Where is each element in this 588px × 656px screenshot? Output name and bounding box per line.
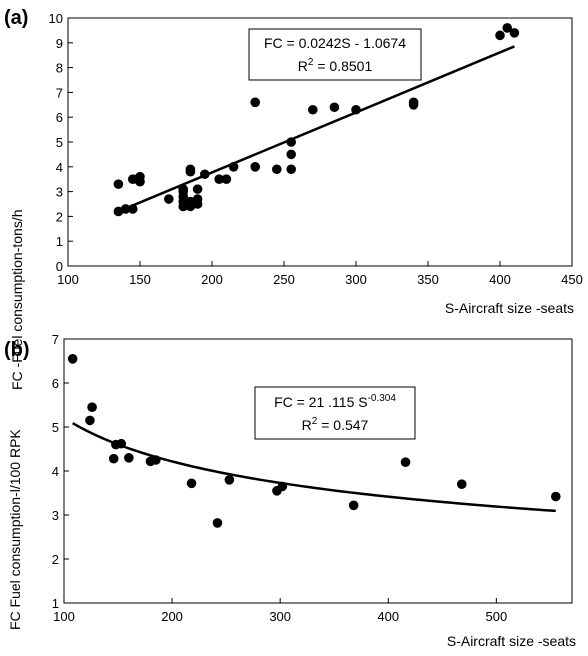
x-tick-label: 350 [417,272,439,287]
data-point [286,164,297,175]
data-point [272,164,282,175]
x-tick-label: 400 [377,609,399,624]
data-point [329,102,340,113]
data-point [286,137,297,147]
data-point [550,491,561,502]
data-point [250,162,260,172]
x-tick-label: 300 [269,609,291,624]
data-point [67,354,78,364]
data-point [178,184,188,194]
y-tick-label: 2 [52,552,59,567]
data-point [113,179,124,189]
data-point [186,478,197,489]
data-point [308,104,318,115]
panel-label-a: (a) [4,7,28,29]
x-tick-label: 450 [561,272,583,287]
x-tick-label: 500 [485,609,507,624]
data-point [456,479,467,490]
y-axis-ticks-a: 0 1 2 3 4 5 6 7 8 9 10 [49,11,73,274]
data-point [85,415,95,426]
data-point [228,162,239,172]
x-tick-label: 200 [161,609,183,624]
y-tick-label: 3 [56,185,63,200]
y-tick-label: 5 [56,135,63,150]
y-tick-label: 9 [56,36,63,51]
x-axis-label-b: S-Aircraft size -seats [447,633,576,649]
y-axis-label-a: FC -Fuel consumption-tons/h [9,209,25,390]
equation-frame-b [254,386,416,440]
data-point [185,196,196,207]
x-tick-label: 400 [489,272,511,287]
y-tick-label: 0 [56,259,63,274]
y-axis-label-b: FC Fuel consumption-l/100 RPK [7,429,23,630]
y-tick-label: 1 [56,234,63,249]
data-point [348,500,359,511]
data-point [224,475,235,485]
x-tick-label: 100 [53,609,75,624]
x-tick-label: 250 [273,272,295,287]
chart-b: (b) 100 200 300 400 500 1 2 3 4 5 6 7 S-Aircraft s… [4,332,576,649]
x-tick-label: 300 [345,272,367,287]
data-points-a [113,23,520,217]
data-point [495,30,505,41]
y-tick-label: 4 [56,160,63,175]
equation-box-a: FC = 0.0242S - 1.0674 R2 = 0.8501 [248,28,422,81]
equation-text-b: FC = 21 .115 S-0.304 [274,393,396,410]
data-point [128,204,138,214]
data-point [400,457,411,468]
y-tick-label: 1 [52,596,59,611]
equation-frame-a [248,28,422,81]
y-tick-label: 6 [56,110,63,125]
data-point [164,194,174,204]
y-tick-label: 7 [56,85,63,100]
plot-frame-b [63,338,573,604]
y-axis-ticks-b: 1 2 3 4 5 6 7 [52,332,69,611]
data-point [200,169,210,180]
data-point [116,438,127,449]
data-point [192,194,203,204]
x-tick-label: 200 [201,272,223,287]
data-point [212,518,223,528]
data-point [124,453,134,463]
x-axis-label-a: S-Aircraft size -seats [445,300,574,316]
r-squared-text-b: R2 = 0.547 [302,416,369,433]
x-tick-label: 100 [57,272,79,287]
data-point [185,164,196,175]
y-tick-label: 2 [56,209,63,224]
chart-a: (a) 100 150 200 250 300 350 400 450 0 1 2 3 4 5 6 7 8 9 1… [4,7,583,390]
r-squared-text-a: R2 = 0.8501 [298,57,373,74]
equation-text-a: FC = 0.0242S - 1.0674 [264,35,406,51]
x-axis-ticks-a: 100 150 200 250 300 350 400 450 [57,261,583,287]
data-point [509,28,520,38]
data-point [502,23,512,33]
data-point [408,97,419,108]
data-point [113,206,124,217]
y-tick-label: 6 [52,376,59,391]
data-points-b [67,354,561,528]
trend-line-a [117,45,515,213]
y-tick-label: 8 [56,61,63,76]
y-tick-label: 4 [52,464,59,479]
y-tick-label: 7 [52,332,59,347]
y-tick-label: 3 [52,508,59,523]
data-point [120,204,131,214]
data-point [108,453,119,464]
equation-box-b: FC = 21 .115 S-0.304 R2 = 0.547 [254,386,416,440]
data-point [286,149,297,160]
data-point [221,174,232,184]
data-point [151,455,161,465]
data-point [135,171,145,182]
panel-label-b: (b) [4,339,30,361]
y-tick-label: 5 [52,420,59,435]
data-point [277,481,288,492]
data-point [351,104,361,115]
data-point [192,184,203,194]
x-axis-ticks-b: 100 200 300 400 500 [53,598,507,624]
data-point [214,174,224,184]
data-point [250,97,260,108]
y-tick-label: 10 [49,11,63,26]
data-point [87,402,97,413]
x-tick-label: 150 [129,272,151,287]
